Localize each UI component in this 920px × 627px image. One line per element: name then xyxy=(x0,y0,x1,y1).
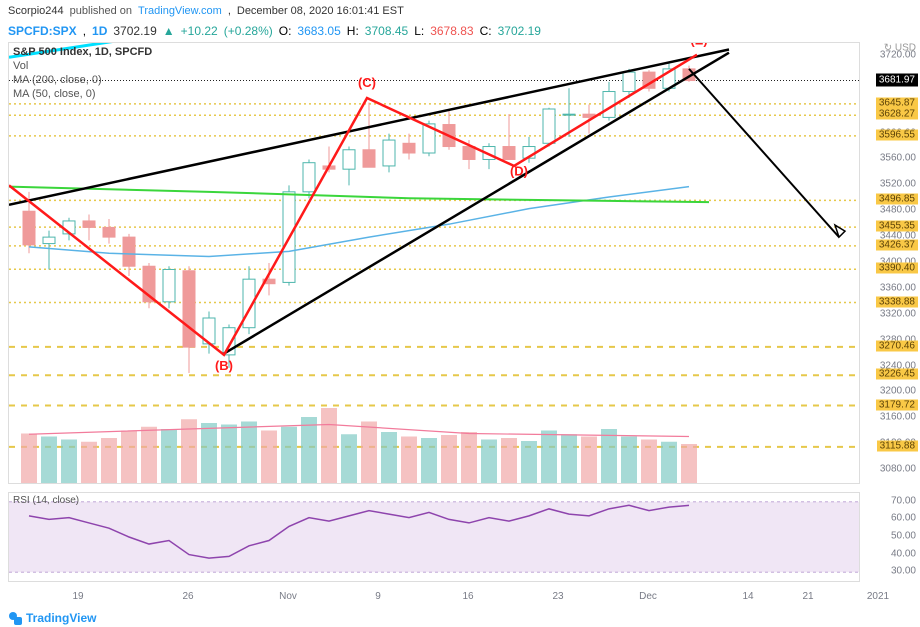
author: Scorpio244 xyxy=(8,5,64,17)
pub-label: published on xyxy=(70,5,132,17)
tv-logo-icon xyxy=(8,611,22,625)
rsi-label: RSI (14, close) xyxy=(13,495,79,506)
svg-text:(B): (B) xyxy=(215,358,233,373)
svg-text:(C): (C) xyxy=(358,75,376,90)
svg-text:(E): (E) xyxy=(690,43,707,47)
ma50-label: MA (50, close, 0) xyxy=(13,87,152,101)
low: 3678.83 xyxy=(430,24,473,38)
svg-text:(D): (D) xyxy=(510,164,528,179)
rsi-axis: 30.0040.0050.0060.0070.00 xyxy=(868,492,920,582)
open: 3683.05 xyxy=(297,24,340,38)
price-axis: ↻ USD3080.003120.003160.003200.003240.00… xyxy=(868,42,920,484)
chart-svg: (B) (C) (D) (E) xyxy=(9,43,859,483)
chart-title: S&P 500 Index, 1D, SPCFD xyxy=(13,45,152,59)
site: TradingView.com xyxy=(138,5,222,17)
ma200-label: MA (200, close, 0) xyxy=(13,73,152,87)
symbol[interactable]: SPCFD:SPX xyxy=(8,24,77,38)
watermark[interactable]: TradingView xyxy=(8,611,96,625)
main-chart[interactable]: S&P 500 Index, 1D, SPCFD Vol MA (200, cl… xyxy=(8,42,860,484)
interval[interactable]: 1D xyxy=(92,24,107,38)
datetime: December 08, 2020 16:01:41 EST xyxy=(237,5,404,17)
last-price: 3702.19 xyxy=(113,24,156,38)
close: 3702.19 xyxy=(498,24,541,38)
rsi-svg xyxy=(9,493,859,581)
time-axis: 1926Nov91623Dec14212021 xyxy=(8,591,860,609)
high: 3708.45 xyxy=(365,24,408,38)
ticker-bar: SPCFD:SPX, 1D 3702.19 ▲ +10.22 (+0.28%) … xyxy=(0,22,920,40)
chart-info: S&P 500 Index, 1D, SPCFD Vol MA (200, cl… xyxy=(13,45,152,101)
rsi-panel[interactable]: RSI (14, close) xyxy=(8,492,860,582)
change: +10.22 xyxy=(181,24,218,38)
header: Scorpio244 published on TradingView.com,… xyxy=(0,0,920,22)
vol-label: Vol xyxy=(13,59,152,73)
change-pct: (+0.28%) xyxy=(224,24,273,38)
